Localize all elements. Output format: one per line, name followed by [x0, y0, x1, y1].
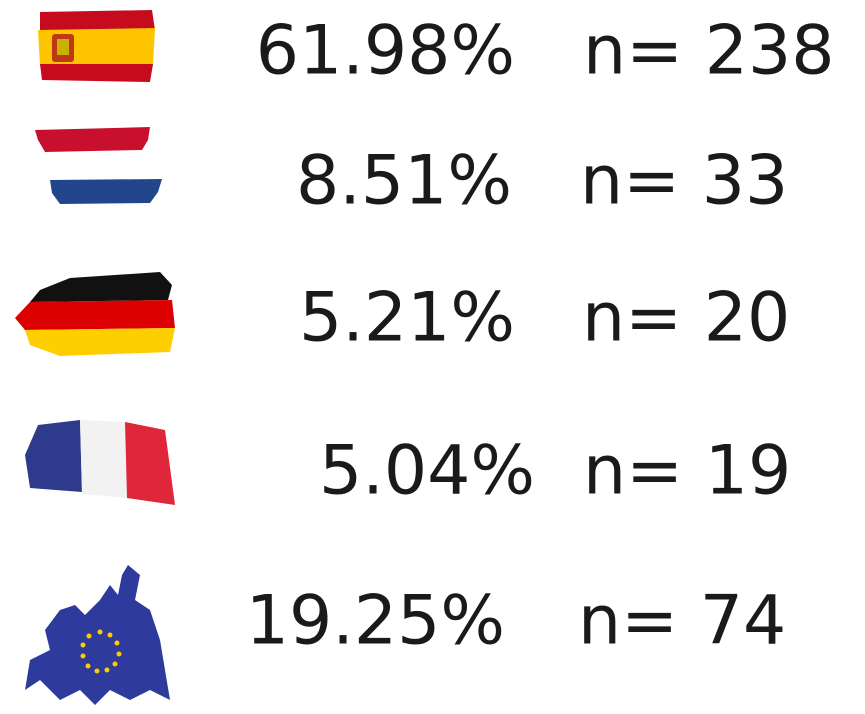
percent: 5.21%: [299, 279, 515, 358]
eu-map: [25, 565, 170, 705]
count: n= 238: [583, 12, 834, 91]
count: n= 33: [580, 142, 788, 221]
percent: 61.98%: [256, 12, 515, 91]
flag-netherlands: [35, 127, 162, 204]
count: n= 20: [582, 279, 790, 358]
count: n= 19: [583, 432, 791, 511]
percent: 5.04%: [319, 432, 535, 511]
eu-stars: [80, 629, 122, 674]
flag-germany: [15, 272, 175, 356]
flag-spain: [38, 10, 155, 82]
percent: 19.25%: [246, 582, 505, 661]
percent: 8.51%: [296, 142, 512, 221]
flag-france: [25, 420, 175, 505]
count: n= 74: [578, 582, 786, 661]
